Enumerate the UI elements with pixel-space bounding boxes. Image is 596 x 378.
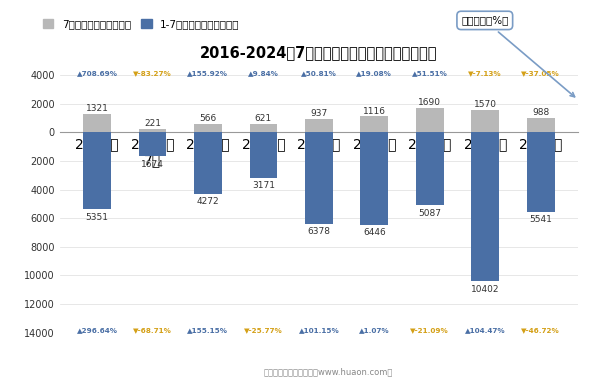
Text: 3171: 3171 [252,181,275,191]
Text: ▼-68.71%: ▼-68.71% [133,327,172,333]
Text: 937: 937 [311,109,327,118]
Bar [527,118,554,132]
Bar [471,132,499,281]
Bar [250,132,277,178]
Text: ▲19.08%: ▲19.08% [356,70,392,76]
Text: ▲51.51%: ▲51.51% [412,70,448,76]
Text: 4272: 4272 [197,197,219,206]
Bar [416,132,443,205]
Bar [305,132,333,224]
Text: 5541: 5541 [529,215,552,224]
Text: 621: 621 [255,114,272,123]
Text: 988: 988 [532,108,550,118]
Text: 1321: 1321 [86,104,108,113]
Text: ▼-7.13%: ▼-7.13% [468,70,502,76]
Bar [139,132,166,156]
Text: 同比增速（%）: 同比增速（%） [461,15,575,97]
Bar [416,108,443,132]
Text: ▼-83.27%: ▼-83.27% [133,70,172,76]
Text: 221: 221 [144,119,161,129]
Text: ▼-46.72%: ▼-46.72% [522,327,560,333]
Bar [139,129,166,132]
Bar [83,113,111,132]
Bar [361,132,388,225]
Text: ▲155.92%: ▲155.92% [188,70,228,76]
Title: 2016-2024年7月郑州商品交易所棉花期货成交量: 2016-2024年7月郑州商品交易所棉花期货成交量 [200,45,437,60]
Text: 1116: 1116 [363,107,386,116]
Bar [361,116,388,132]
Text: 5351: 5351 [86,212,108,222]
Text: 6378: 6378 [308,227,330,236]
Text: 10402: 10402 [471,285,499,294]
Text: ▼-21.09%: ▼-21.09% [411,327,449,333]
Bar [250,124,277,132]
Bar [194,124,222,132]
Text: ▲296.64%: ▲296.64% [76,327,117,333]
Text: 6446: 6446 [363,228,386,237]
Bar [305,119,333,132]
Text: ▲101.15%: ▲101.15% [299,327,339,333]
Bar [471,110,499,132]
Text: ▼-25.77%: ▼-25.77% [244,327,283,333]
Text: ▲1.07%: ▲1.07% [359,327,390,333]
Text: ▲50.81%: ▲50.81% [301,70,337,76]
Text: 566: 566 [199,115,216,124]
Text: 5087: 5087 [418,209,441,218]
Text: 1570: 1570 [474,100,496,109]
Bar [194,132,222,194]
Text: 1674: 1674 [141,160,164,169]
Text: ▲104.47%: ▲104.47% [465,327,505,333]
Text: ▼-37.05%: ▼-37.05% [522,70,560,76]
Text: ▲9.84%: ▲9.84% [248,70,279,76]
Text: 制图：华经产业研究院（www.huaon.com）: 制图：华经产业研究院（www.huaon.com） [263,367,393,376]
Bar [527,132,554,212]
Text: ▲155.15%: ▲155.15% [188,327,228,333]
Bar [83,132,111,209]
Legend: 7月期货成交量（万手）, 1-7月期货成交量（万手）: 7月期货成交量（万手）, 1-7月期货成交量（万手） [39,15,244,33]
Text: ▲708.69%: ▲708.69% [76,70,117,76]
Text: 1690: 1690 [418,98,441,107]
